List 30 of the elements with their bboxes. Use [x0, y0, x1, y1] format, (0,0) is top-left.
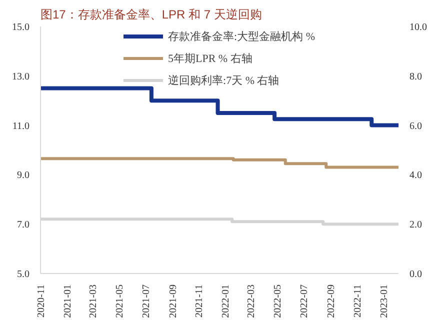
x-tick-label: 2021-03 — [88, 284, 100, 318]
y-tick-label: 7.0 — [17, 220, 30, 231]
y2-tick-label: 6.0 — [410, 120, 422, 132]
y-tick-label: 15.0 — [12, 22, 30, 33]
y-tick-label: 11.0 — [12, 120, 30, 132]
legend-label: 逆回购利率:7天 % 右轴 — [168, 74, 280, 88]
x-tick-label: 2020-11 — [36, 284, 47, 318]
x-tick-label: 2021-11 — [194, 284, 206, 318]
x-tick-label: 2022-01 — [220, 284, 232, 318]
y-tick-label: 9.0 — [17, 170, 30, 182]
x-tick-label: 2021-05 — [114, 284, 126, 318]
x-tick-label: 2021-07 — [140, 284, 152, 318]
x-tick-label: 2022-09 — [326, 284, 337, 318]
chart-title: 图17：存款准备金率、LPR 和 7 天逆回购 — [40, 8, 262, 22]
y2-tick-label: 10.0 — [410, 22, 427, 33]
y2-tick-label: 0.0 — [410, 269, 422, 280]
x-tick-label: 2022-11 — [352, 284, 364, 318]
y2-tick-label: 2.0 — [410, 220, 422, 231]
y2-tick-label: 4.0 — [410, 170, 422, 182]
x-tick-label: 2022-03 — [246, 284, 258, 318]
legend-label: 5年期LPR % 右轴 — [168, 52, 252, 66]
x-tick-label: 2021-09 — [168, 284, 179, 318]
y-tick-label: 13.0 — [12, 71, 30, 82]
x-tick-label: 2022-05 — [272, 284, 284, 318]
x-tick-label: 2022-07 — [299, 284, 310, 318]
x-tick-label: 2021-01 — [62, 284, 74, 318]
x-tick-label: 2023-01 — [378, 284, 390, 318]
y2-tick-label: 8.0 — [410, 71, 422, 82]
y-tick-label: 5.0 — [17, 269, 30, 280]
legend-label: 存款准备金率:大型金融机构 % — [168, 30, 315, 44]
